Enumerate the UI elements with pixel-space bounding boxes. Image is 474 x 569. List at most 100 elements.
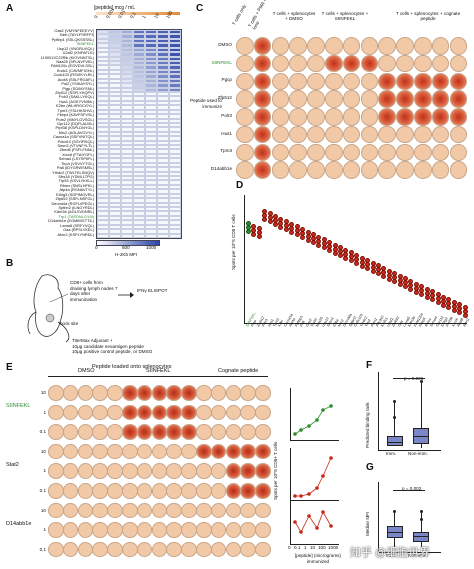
data-point — [440, 302, 446, 308]
e-scatter-ylabel: Spots per 10^5 CD8+ T cells — [273, 441, 278, 500]
panel-g-pvalue: p = 0.002 — [402, 486, 422, 491]
plate-well — [77, 404, 94, 421]
heatmap-cell — [145, 122, 157, 128]
plate-well — [62, 424, 79, 440]
heatmap-cell — [157, 78, 169, 84]
heatmap-cell — [109, 47, 121, 53]
heatmap-cell — [145, 100, 157, 106]
heatmap-cell — [97, 30, 109, 35]
heatmap-cell — [133, 65, 145, 70]
plate-well — [378, 72, 396, 90]
heatmap-cell — [133, 109, 145, 115]
heatmap-row-label: Pa8 (IDYGRWSMSL) — [56, 165, 94, 171]
heatmap-cell — [121, 74, 133, 79]
heatmap-cell — [157, 96, 169, 101]
heatmap-cell — [145, 180, 157, 185]
plate-well — [122, 424, 138, 440]
heatmap-cell — [121, 136, 133, 141]
plate-well — [48, 483, 64, 499]
plate-well — [62, 541, 79, 558]
plate-well — [210, 404, 227, 421]
heatmap-cell — [157, 180, 169, 185]
heatmap-cell — [97, 83, 109, 88]
plate-well — [136, 522, 153, 538]
heatmap-cell — [97, 38, 109, 44]
heatmap-cell — [121, 224, 133, 230]
heatmap-cell — [97, 69, 109, 75]
data-point — [348, 258, 354, 264]
plate-well — [378, 143, 396, 161]
plate-well — [107, 483, 123, 499]
heatmap-cell — [157, 145, 169, 150]
heatmap-cell — [133, 131, 145, 137]
heatmap-cell — [121, 215, 133, 221]
plate-well — [92, 522, 108, 538]
heatmap-cell — [133, 229, 145, 234]
heatmap-row-label: Pigp (SGIMYSNL) — [62, 85, 94, 91]
plate-well — [360, 108, 379, 126]
plate-well — [307, 143, 325, 161]
heatmap-cell — [169, 122, 181, 128]
heatmap-row-label: Acot8 (SSLFRGAFL) — [57, 76, 94, 82]
plate-well — [77, 424, 94, 440]
plate-well — [342, 54, 361, 73]
plate-well — [151, 385, 168, 401]
plate-well — [360, 90, 379, 108]
heatmap-cell — [97, 56, 109, 61]
plate-well — [307, 37, 325, 55]
heatmap-cell — [169, 105, 181, 110]
panel-a-concentration-bar — [96, 12, 180, 15]
heatmap-cell — [145, 52, 157, 57]
plate-well — [289, 72, 307, 90]
heatmap-row-label: Sptbn2 (ILNGYRDL) — [58, 205, 94, 211]
heatmap-cell — [169, 229, 181, 234]
plate-well — [236, 108, 254, 126]
panel-a-heatmap — [96, 29, 182, 239]
data-point — [413, 289, 419, 295]
heatmap-cell — [109, 114, 121, 119]
heatmap-cell — [109, 198, 121, 203]
heatmap-cell — [145, 60, 157, 66]
heatmap-cell — [109, 100, 121, 106]
heatmap-cell — [169, 153, 181, 159]
arrow-icon — [118, 292, 134, 298]
heatmap-row-label: Prpf38 (KSPLDNYGL) — [55, 125, 95, 131]
heatmap-cell — [121, 38, 133, 44]
panel-a-header: [peptide] mcg / mL — [94, 5, 136, 11]
heatmap-cell — [145, 171, 157, 177]
heatmap-cell — [145, 145, 157, 150]
plate-well — [396, 108, 414, 126]
plate-well — [325, 143, 343, 161]
heatmap-cell — [145, 91, 157, 97]
plate-well — [236, 54, 254, 73]
plate-well — [122, 483, 138, 499]
heatmap-cell — [109, 136, 121, 141]
plate-well — [136, 443, 153, 460]
heatmap-cell — [169, 233, 181, 238]
plate-well — [136, 463, 153, 479]
heatmap-cell — [109, 109, 121, 115]
plate-well — [92, 385, 108, 401]
heatmap-cell — [145, 96, 157, 101]
plate-well — [378, 37, 396, 55]
heatmap-cell — [121, 114, 133, 119]
plate-well — [62, 385, 79, 401]
panel-d-ylabel: Spots per 10^5 CD8 T cells — [231, 214, 236, 270]
heatmap-cell — [145, 65, 157, 70]
heatmap-cell — [121, 78, 133, 84]
heatmap-cell — [133, 87, 145, 92]
plate-well — [48, 424, 64, 440]
heatmap-cell — [109, 127, 121, 132]
heatmap-row-label: Dennd4a (RGFLVPEGL) — [51, 200, 94, 206]
plate-well — [181, 522, 197, 538]
heatmap-cell — [109, 202, 121, 208]
plate-well — [396, 125, 414, 144]
heatmap-cell — [169, 198, 181, 203]
heatmap-cell — [109, 220, 121, 225]
heatmap-row-label: U2af2 (KNFAFLE) — [62, 50, 94, 56]
heatmap-cell — [133, 158, 145, 163]
panel-a-cb-label: H-2Kb MFI — [115, 252, 138, 257]
data-point — [321, 408, 325, 412]
heatmap-cell — [109, 180, 121, 185]
plate-well — [77, 502, 94, 519]
